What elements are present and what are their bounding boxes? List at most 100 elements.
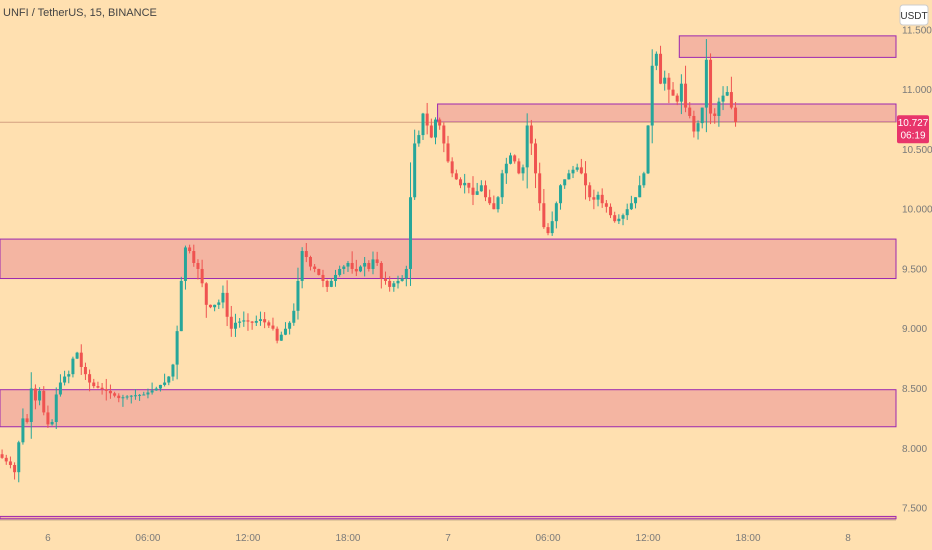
candle bbox=[25, 413, 29, 424]
candle-body bbox=[604, 203, 608, 207]
candle bbox=[150, 382, 154, 395]
candle bbox=[638, 175, 642, 198]
zone-rect bbox=[678, 35, 897, 58]
candle-body bbox=[238, 321, 242, 323]
currency-button[interactable]: USDT bbox=[899, 4, 929, 26]
candle-body bbox=[138, 394, 142, 396]
candle-body bbox=[563, 179, 567, 186]
candle-body bbox=[46, 412, 50, 425]
candle-body bbox=[609, 206, 613, 216]
candle-body bbox=[492, 203, 496, 210]
candle bbox=[267, 320, 271, 328]
candle bbox=[71, 356, 75, 378]
candle bbox=[146, 388, 150, 399]
candle bbox=[509, 152, 513, 165]
candle-body bbox=[709, 59, 713, 114]
candle-body bbox=[350, 262, 354, 269]
candle-body bbox=[204, 283, 208, 305]
candle-body bbox=[484, 185, 488, 198]
candle-body bbox=[317, 268, 321, 275]
candle bbox=[163, 373, 167, 387]
candle-body bbox=[596, 194, 600, 200]
candle bbox=[333, 269, 337, 287]
y-tick-label: 11.000 bbox=[902, 85, 932, 96]
candle-body bbox=[167, 376, 171, 383]
candle bbox=[629, 195, 633, 211]
candle-body bbox=[325, 280, 329, 287]
candle-body bbox=[42, 390, 46, 413]
candle-body bbox=[304, 251, 308, 258]
candle bbox=[479, 180, 483, 192]
candle-body bbox=[192, 251, 196, 263]
candle-body bbox=[363, 262, 367, 267]
candle bbox=[246, 313, 250, 331]
candle bbox=[183, 245, 187, 290]
candle bbox=[592, 189, 596, 210]
candle bbox=[192, 244, 196, 267]
candle bbox=[379, 261, 383, 289]
candle-body bbox=[404, 268, 408, 279]
candle bbox=[534, 138, 538, 189]
candle bbox=[300, 247, 304, 289]
candle bbox=[129, 395, 133, 404]
candle bbox=[709, 53, 713, 125]
candle-body bbox=[321, 274, 325, 281]
candle bbox=[604, 200, 608, 213]
y-tick-label: 8.500 bbox=[902, 384, 927, 395]
candle bbox=[442, 122, 446, 153]
candle-body bbox=[654, 53, 658, 66]
zone-rect bbox=[0, 238, 897, 280]
candle-body bbox=[121, 397, 125, 399]
candle bbox=[688, 102, 692, 119]
chart-title: UNFI / TetherUS, 15, BINANCE bbox=[3, 7, 157, 19]
candle-body bbox=[488, 197, 492, 204]
candle-body bbox=[634, 197, 638, 204]
candle bbox=[138, 393, 142, 401]
candle bbox=[321, 269, 325, 288]
candle bbox=[521, 164, 525, 181]
candle bbox=[571, 165, 575, 179]
candle-body bbox=[621, 215, 625, 219]
candle-body bbox=[283, 328, 287, 335]
candle-body bbox=[338, 268, 342, 275]
candle bbox=[467, 182, 471, 194]
candle-body bbox=[50, 421, 54, 425]
candle-body bbox=[717, 101, 721, 116]
candle bbox=[559, 184, 563, 210]
candle bbox=[346, 261, 350, 272]
candle bbox=[546, 223, 550, 236]
candle bbox=[471, 176, 475, 206]
candle-body bbox=[592, 197, 596, 200]
candle-body bbox=[675, 95, 679, 102]
candle-body bbox=[292, 310, 296, 323]
candle bbox=[175, 325, 179, 380]
candle bbox=[421, 112, 425, 140]
candle-body bbox=[217, 302, 221, 305]
candle-body bbox=[509, 155, 513, 164]
candle-body bbox=[625, 209, 629, 216]
x-tick-label: 7 bbox=[445, 533, 451, 544]
candle-body bbox=[75, 352, 79, 359]
candle bbox=[50, 419, 54, 426]
candle-body bbox=[463, 182, 467, 186]
candle-body bbox=[308, 257, 312, 267]
candle bbox=[271, 317, 275, 331]
candle bbox=[233, 313, 237, 337]
candle bbox=[83, 362, 87, 380]
candle-body bbox=[379, 262, 383, 279]
x-tick-label: 18:00 bbox=[736, 533, 761, 544]
x-tick-label: 8 bbox=[845, 533, 851, 544]
candle bbox=[538, 162, 542, 211]
candle-body bbox=[467, 182, 471, 188]
candle bbox=[617, 214, 621, 224]
zone-rect bbox=[437, 103, 897, 123]
candle bbox=[33, 384, 37, 410]
candle-body bbox=[358, 266, 362, 272]
candle-body bbox=[342, 266, 346, 269]
candle-body bbox=[704, 59, 708, 108]
candle bbox=[104, 378, 108, 401]
candle-body bbox=[158, 384, 162, 389]
